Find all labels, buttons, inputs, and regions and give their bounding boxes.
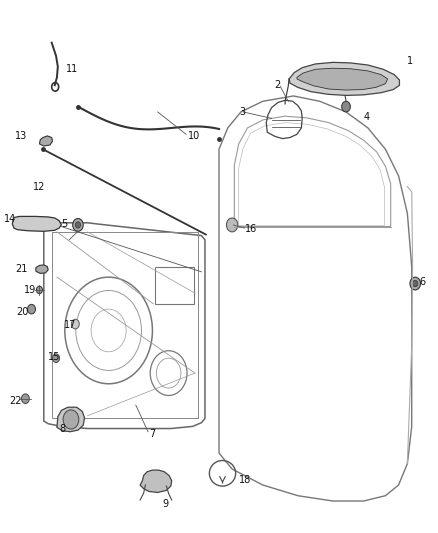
Polygon shape	[36, 265, 48, 273]
Text: 5: 5	[61, 219, 67, 229]
Text: 21: 21	[15, 264, 28, 274]
Circle shape	[75, 222, 81, 228]
Circle shape	[21, 394, 29, 403]
Text: 15: 15	[48, 352, 60, 362]
Text: 6: 6	[420, 278, 426, 287]
Polygon shape	[140, 470, 172, 492]
Circle shape	[73, 219, 83, 231]
Polygon shape	[57, 407, 85, 432]
Polygon shape	[289, 62, 399, 95]
Text: 18: 18	[239, 475, 251, 484]
Text: 8: 8	[59, 424, 65, 434]
Text: 7: 7	[149, 430, 155, 439]
Circle shape	[410, 277, 420, 290]
Circle shape	[71, 319, 79, 329]
Circle shape	[36, 286, 42, 294]
Circle shape	[28, 304, 35, 314]
Bar	[155, 266, 194, 304]
Text: 9: 9	[162, 499, 168, 508]
Circle shape	[53, 354, 60, 362]
Circle shape	[226, 218, 238, 232]
Text: 19: 19	[24, 286, 36, 295]
Polygon shape	[12, 216, 61, 231]
Text: 4: 4	[364, 112, 370, 122]
Circle shape	[63, 410, 79, 429]
Bar	[52, 232, 198, 418]
Text: 1: 1	[407, 56, 413, 66]
Circle shape	[413, 280, 418, 287]
Text: 22: 22	[10, 396, 22, 406]
Text: 13: 13	[15, 131, 28, 141]
Text: 16: 16	[245, 224, 258, 234]
Text: 11: 11	[66, 64, 78, 74]
Text: 10: 10	[188, 131, 201, 141]
Text: 2: 2	[274, 80, 280, 90]
Text: 17: 17	[64, 320, 76, 330]
Polygon shape	[297, 68, 388, 90]
Polygon shape	[39, 136, 53, 146]
Text: 20: 20	[17, 307, 29, 317]
Text: 3: 3	[239, 107, 245, 117]
Circle shape	[342, 101, 350, 112]
Text: 12: 12	[33, 182, 45, 191]
Text: 14: 14	[4, 214, 17, 223]
